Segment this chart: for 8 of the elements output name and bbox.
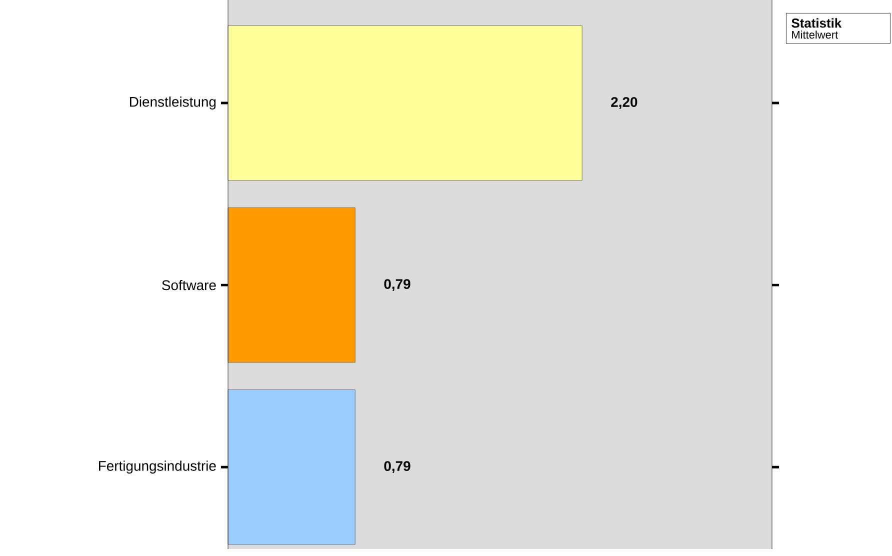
data-label: 0,79 xyxy=(384,461,410,474)
data-label: 0,79 xyxy=(384,279,410,292)
y-tick-label: Dienstleistung xyxy=(130,96,216,110)
legend-title: Statistik xyxy=(792,18,842,28)
data-label: 2,20 xyxy=(611,97,638,109)
text: Mittelwert xyxy=(792,30,838,39)
y-tick-label: Software xyxy=(162,280,216,290)
y-tick-label: Fertigungsindustrie xyxy=(99,460,216,474)
